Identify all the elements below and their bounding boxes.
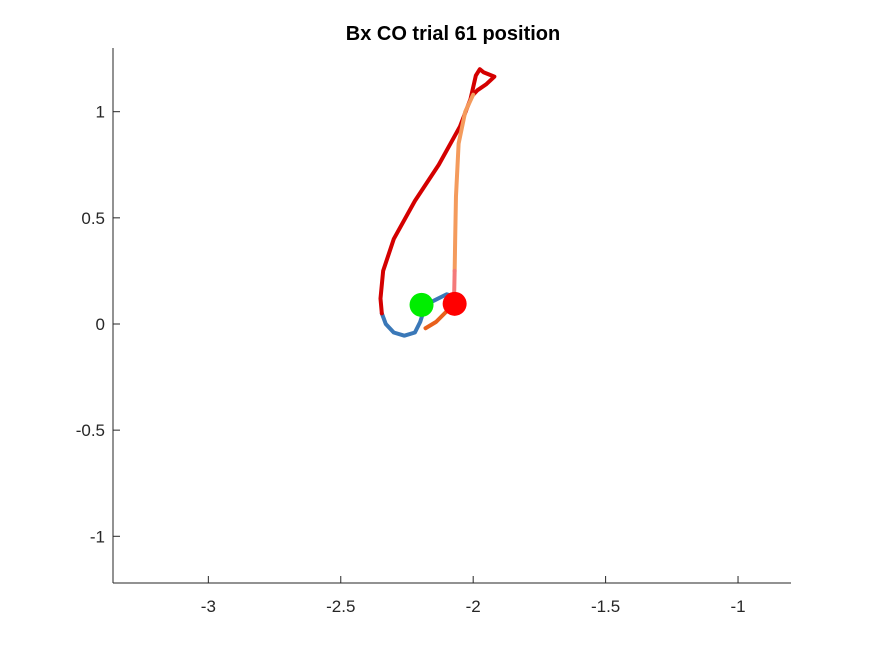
position-marker-1 [409, 292, 434, 317]
axes: -3 -2.5 -2 -1.5 -1 -1 -0.5 0 0.5 1 [76, 48, 791, 616]
x-tick-label: -1.5 [591, 597, 620, 616]
y-tick-label: -1 [90, 527, 105, 546]
trajectory-segment-1 [379, 302, 428, 338]
trajectory-segment-3 [452, 92, 476, 273]
chart-title: Bx CO trial 61 position [346, 23, 560, 45]
x-tick-label: -3 [201, 597, 216, 616]
x-tick-label: -2 [466, 597, 481, 616]
y-tick-label: 0.5 [81, 209, 105, 228]
y-tick-label: -0.5 [76, 421, 105, 440]
y-tick-label: 1 [96, 103, 105, 122]
y-tick-label: 0 [96, 315, 105, 334]
position-marker-2 [442, 291, 467, 316]
x-tick-label: -2.5 [326, 597, 355, 616]
x-tick-label: -1 [730, 597, 745, 616]
position-markers [409, 291, 467, 317]
